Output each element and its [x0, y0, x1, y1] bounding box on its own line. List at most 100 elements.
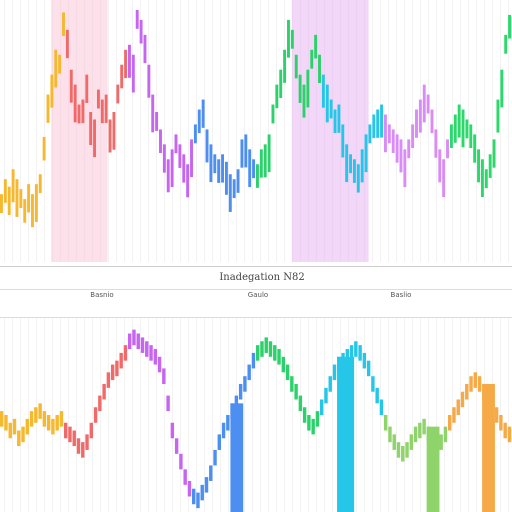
strip-top-border	[0, 266, 512, 267]
grid-line	[460, 318, 461, 512]
grid-line	[500, 0, 501, 262]
top-bar	[306, 69, 310, 108]
tick-label-mid: Gaulo	[248, 291, 268, 299]
grid-line	[252, 318, 253, 512]
bottom-step	[196, 492, 200, 509]
top-bar	[473, 134, 477, 163]
bottom-step	[187, 480, 192, 497]
bottom-step	[251, 352, 256, 369]
grid-line	[180, 318, 181, 512]
top-bar	[46, 94, 50, 123]
top-bar	[279, 69, 283, 98]
bottom-step	[422, 418, 426, 435]
grid-line	[468, 0, 469, 262]
bottom-step	[507, 426, 512, 443]
bottom-step	[192, 488, 196, 505]
top-bar	[143, 34, 147, 64]
bottom-series	[0, 329, 512, 512]
top-bar	[318, 54, 321, 84]
grid-line	[428, 0, 429, 262]
bottom-step	[115, 360, 119, 377]
bottom-step	[226, 415, 230, 431]
bottom-step	[12, 418, 17, 435]
tick-label-left: Basnio	[90, 291, 113, 299]
grid-line	[228, 0, 229, 262]
top-bar	[321, 74, 325, 108]
bottom-step	[4, 415, 8, 431]
grid-line	[276, 0, 277, 262]
top-bar	[147, 64, 151, 98]
bottom-step	[494, 407, 499, 423]
top-bar	[116, 84, 120, 104]
grid-line	[164, 318, 165, 512]
bottom-step	[34, 407, 38, 423]
grid-line	[252, 0, 253, 262]
grid-line	[108, 0, 109, 262]
bottom-step	[260, 341, 264, 357]
top-bar	[124, 49, 128, 79]
top-bar	[504, 34, 508, 54]
bottom-step	[298, 395, 303, 412]
grid-line	[132, 0, 133, 262]
tick-label-right: Baslio	[391, 291, 412, 299]
grid-line	[156, 0, 157, 262]
top-bar	[329, 99, 333, 119]
top-bar	[201, 99, 205, 128]
bottom-step	[8, 422, 12, 439]
top-bar	[139, 19, 143, 44]
top-bar	[170, 149, 174, 188]
bottom-step	[93, 407, 98, 423]
top-bar	[193, 124, 197, 144]
bottom-step	[307, 415, 311, 431]
bottom-step	[371, 376, 375, 392]
grid-line	[84, 318, 85, 512]
grid-line	[396, 318, 397, 512]
top-bar	[453, 114, 457, 143]
top-bar	[426, 94, 430, 114]
top-bar	[112, 112, 116, 150]
top-bar	[411, 124, 415, 149]
bottom-step	[315, 411, 320, 427]
bottom-step	[460, 391, 465, 408]
top-bar	[65, 29, 69, 59]
top-bar	[500, 69, 504, 108]
bottom-step	[51, 418, 55, 435]
top-bar	[430, 109, 434, 134]
grid-line	[276, 318, 277, 512]
grid-line	[484, 0, 485, 262]
top-bar	[0, 194, 3, 214]
top-bar	[302, 84, 306, 118]
bottom-drop	[426, 426, 440, 512]
bottom-step	[166, 395, 170, 412]
top-bar	[19, 189, 23, 209]
grid-line	[164, 0, 165, 262]
bottom-step	[290, 376, 294, 392]
top-bar	[368, 124, 372, 144]
top-bar	[155, 112, 159, 131]
top-bar	[108, 119, 112, 153]
bottom-step	[81, 442, 85, 458]
grid-line	[4, 0, 5, 262]
grid-line	[508, 318, 509, 512]
bottom-step	[503, 422, 507, 439]
grid-line	[188, 318, 189, 512]
top-bar	[399, 139, 403, 173]
top-bar	[151, 94, 155, 133]
top-bar	[384, 114, 387, 153]
bottom-step	[64, 422, 68, 439]
grid-line	[180, 0, 181, 262]
grid-line	[492, 0, 493, 262]
grid-line	[156, 318, 157, 512]
grid-line	[140, 0, 141, 262]
top-bar	[128, 44, 131, 78]
top-bar	[407, 139, 411, 159]
grid-line	[212, 0, 213, 262]
top-bar	[27, 184, 31, 213]
bottom-step	[136, 333, 140, 350]
strip-bottom-border	[0, 289, 512, 290]
grid-line	[100, 318, 101, 512]
bottom-step	[153, 349, 158, 365]
top-bar	[376, 109, 380, 138]
grid-line	[148, 318, 149, 512]
grid-line	[444, 0, 445, 262]
